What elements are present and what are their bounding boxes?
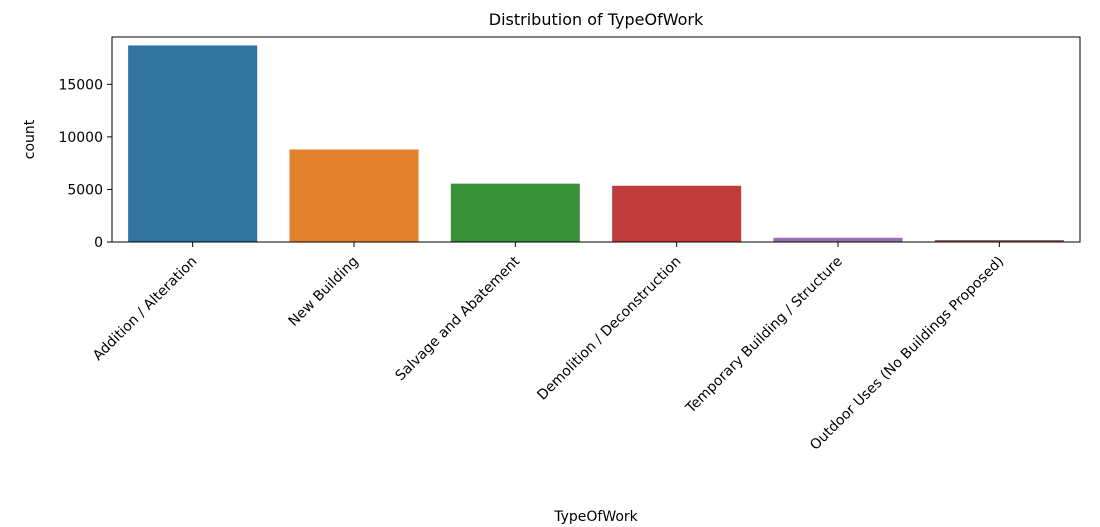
bar (934, 240, 1064, 242)
bar (773, 237, 903, 242)
bar (289, 149, 419, 242)
x-tick-label: Salvage and Abatement (393, 253, 524, 384)
x-tick-label: New Building (286, 254, 362, 330)
y-tick-label: 10000 (58, 130, 103, 146)
y-tick-label: 15000 (58, 77, 103, 93)
bar (612, 185, 742, 242)
x-tick-label: Outdoor Uses (No Buildings Proposed) (807, 254, 1007, 454)
chart-title: Distribution of TypeOfWork (489, 10, 704, 29)
x-tick-label: Temporary Building / Structure (682, 254, 846, 418)
y-tick-label: 0 (94, 235, 103, 251)
x-tick-label: Addition / Alteration (90, 254, 200, 364)
y-axis: 0 5000 10000 15000 (58, 77, 112, 251)
y-tick-label: 5000 (67, 182, 103, 198)
bar (450, 183, 580, 242)
x-tick-label: Demolition / Deconstruction (534, 254, 684, 404)
x-axis: Addition / Alteration New Building Salvage… (90, 242, 1007, 454)
plot-frame (111, 36, 1081, 243)
x-axis-label: TypeOfWork (553, 509, 638, 525)
bar (128, 45, 258, 243)
y-axis-label: count (22, 119, 38, 159)
bars (128, 45, 1064, 243)
